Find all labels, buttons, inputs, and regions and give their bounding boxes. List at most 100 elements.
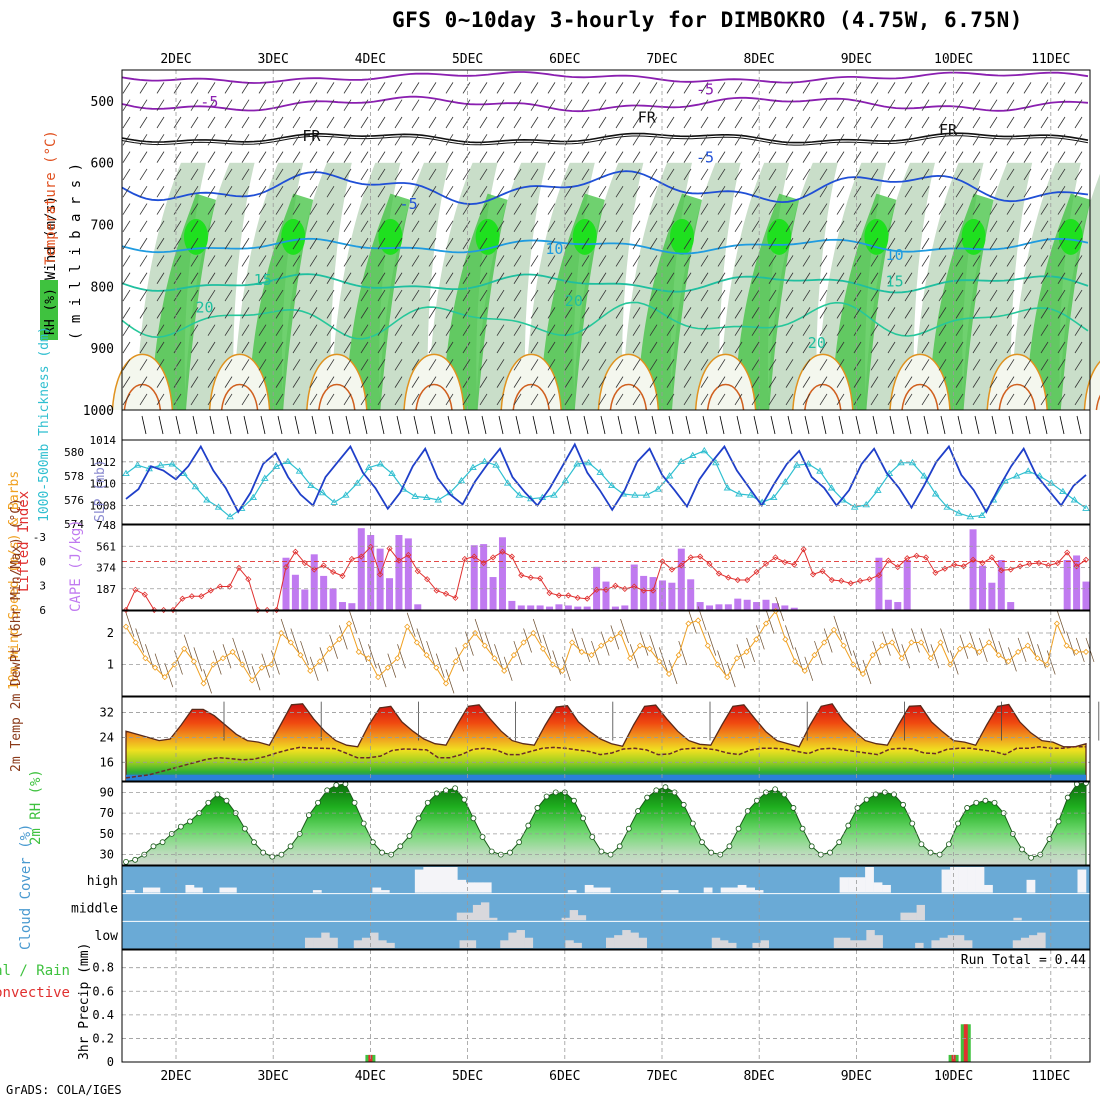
wind10m-point bbox=[375, 674, 382, 681]
cloud-high-bar bbox=[151, 887, 161, 893]
wind-barb bbox=[411, 186, 420, 198]
wind-barb bbox=[683, 289, 692, 302]
wind-barb bbox=[394, 116, 403, 129]
wind-barb bbox=[768, 82, 777, 94]
li-tick: 3 bbox=[39, 580, 46, 593]
rh2m-point bbox=[324, 787, 331, 794]
rh2m-point bbox=[955, 820, 961, 827]
wind-barb bbox=[462, 220, 471, 233]
wind-barb bbox=[785, 99, 794, 111]
wind-barb bbox=[751, 99, 760, 111]
wind-barb bbox=[717, 289, 726, 302]
lifted-index-point bbox=[744, 576, 751, 584]
cape-bar bbox=[997, 560, 1005, 610]
wind-barb bbox=[1040, 376, 1049, 388]
wind10m-barb bbox=[465, 631, 474, 656]
cloud-high-bar bbox=[754, 890, 764, 893]
wind-barb bbox=[139, 237, 148, 250]
wind-barb bbox=[394, 393, 403, 406]
wind-barb bbox=[173, 134, 182, 146]
wind-barb bbox=[955, 237, 964, 250]
cloud-low-bar bbox=[378, 940, 387, 948]
precip-tick: 0.8 bbox=[92, 961, 114, 975]
cape-bar bbox=[593, 566, 601, 610]
wind-barb bbox=[445, 324, 454, 336]
wind-barb bbox=[989, 324, 998, 336]
wind-barb bbox=[802, 151, 811, 163]
wind-barb bbox=[955, 151, 964, 163]
wind-barb bbox=[224, 341, 233, 354]
wind-barb bbox=[190, 116, 199, 129]
cape-bar bbox=[395, 535, 403, 610]
isotherm-label: 15 bbox=[254, 271, 272, 289]
wind-barb bbox=[1057, 116, 1066, 129]
wind10m-barb bbox=[309, 656, 319, 681]
wind-barb bbox=[649, 393, 658, 406]
chart-title: GFS 0~10day 3-hourly for DIMBOKRO (4.75W… bbox=[392, 8, 1023, 32]
wind10m-point bbox=[258, 664, 265, 671]
wind-barb bbox=[972, 116, 981, 129]
wind-barb bbox=[564, 116, 573, 129]
wind-barb bbox=[904, 341, 913, 354]
wind10m-point bbox=[404, 623, 411, 630]
wind-barb bbox=[666, 220, 675, 233]
cloud-high-bar bbox=[746, 887, 755, 893]
cloud-middle-bar bbox=[480, 902, 490, 921]
wind10m-point bbox=[1005, 658, 1012, 665]
wind-barb bbox=[122, 341, 131, 354]
wind-barb bbox=[326, 324, 335, 336]
wind-barb bbox=[530, 376, 539, 388]
wind-barb bbox=[581, 116, 590, 129]
wind-barb bbox=[785, 134, 794, 146]
isotherm-5 bbox=[121, 170, 1089, 206]
wind10m-point bbox=[307, 667, 314, 674]
rh2m-area bbox=[125, 782, 1087, 866]
wind-barb bbox=[377, 116, 386, 129]
wind-barb bbox=[479, 393, 488, 406]
wind-barb bbox=[173, 186, 182, 198]
rh2m-point bbox=[461, 796, 468, 803]
wind10m-axis-label: 10m Wind Speed (m/s) & Barbs bbox=[7, 471, 22, 690]
isotherm-minus5 bbox=[121, 95, 1089, 113]
rh2m-point bbox=[726, 843, 733, 850]
cloud-low-bar bbox=[614, 935, 623, 948]
cloud-high-bar bbox=[967, 867, 976, 893]
wind-barb bbox=[751, 324, 760, 336]
lifted-index-point bbox=[734, 576, 741, 584]
wind-barb bbox=[411, 289, 420, 302]
rh-shading bbox=[111, 70, 1100, 411]
wind-barb bbox=[632, 393, 641, 406]
wind-barb bbox=[513, 289, 522, 302]
wind-barb bbox=[785, 307, 794, 319]
wind-barb bbox=[938, 393, 947, 406]
wind-barb bbox=[700, 272, 709, 284]
cape-frame bbox=[121, 524, 1091, 611]
wind-barb bbox=[870, 237, 879, 250]
cloud-high-bar bbox=[941, 869, 951, 893]
wind-barb bbox=[428, 341, 437, 354]
wind-barb bbox=[717, 237, 726, 250]
lifted-index-point bbox=[518, 572, 525, 579]
rh2m-point bbox=[406, 833, 413, 839]
lifted-index-point bbox=[612, 582, 619, 589]
wind-barb bbox=[700, 82, 709, 94]
wind-barb bbox=[496, 376, 505, 388]
wind-barb bbox=[479, 359, 488, 371]
wind10m-barb bbox=[1037, 644, 1046, 669]
wind10m-point bbox=[927, 655, 934, 662]
warm-loop-inner bbox=[998, 383, 1036, 411]
lifted-index-point bbox=[424, 576, 431, 583]
wind-barb bbox=[173, 272, 182, 284]
wind10m-barb bbox=[872, 640, 881, 666]
wind-barb bbox=[700, 99, 709, 111]
wind-barb bbox=[496, 99, 505, 111]
wind-barb bbox=[1023, 341, 1032, 354]
surface-wind-barb bbox=[702, 415, 708, 435]
slp-tick: 1010 bbox=[90, 478, 117, 491]
wind-barb bbox=[768, 341, 777, 354]
wind-barb bbox=[207, 341, 216, 354]
rh-core bbox=[378, 218, 403, 255]
rh2m-point bbox=[982, 797, 989, 804]
wind-barb bbox=[1040, 168, 1049, 181]
surface-wind-barb bbox=[1076, 415, 1082, 435]
